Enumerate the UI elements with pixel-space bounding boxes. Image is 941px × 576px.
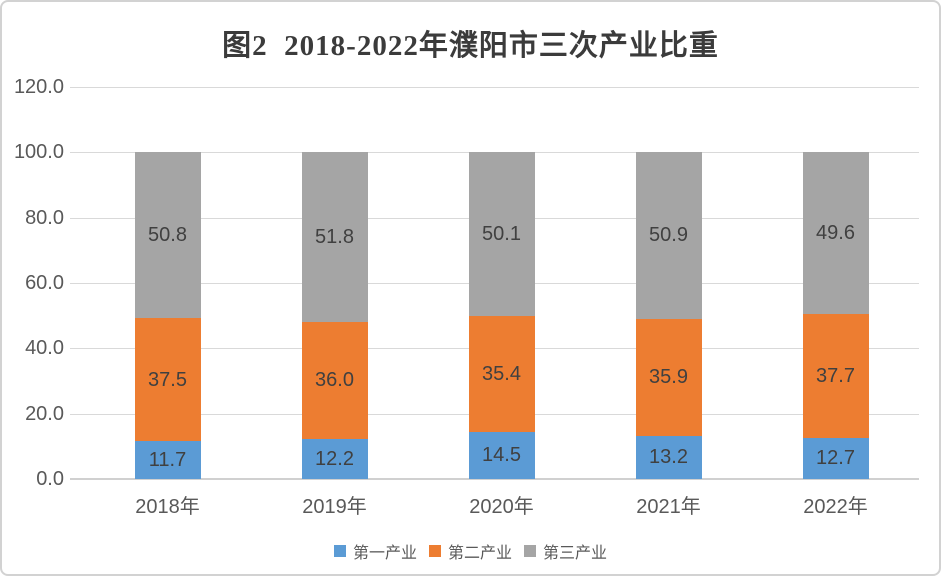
data-label: 13.2 — [649, 446, 688, 469]
y-tick-label: 80.0 — [25, 206, 64, 229]
data-label: 50.1 — [482, 223, 521, 246]
data-label: 49.6 — [816, 222, 855, 245]
data-label: 50.8 — [148, 224, 187, 247]
y-tick-label: 40.0 — [25, 337, 64, 360]
legend-label: 第三产业 — [543, 545, 608, 562]
y-tick-label: 20.0 — [25, 402, 64, 425]
segment-第三产业: 50.9 — [635, 152, 702, 319]
x-tick-label: 2022年 — [803, 496, 868, 518]
legend-item-第二产业: 第二产业 — [428, 539, 512, 563]
data-label: 12.7 — [816, 447, 855, 470]
segment-第三产业: 50.8 — [134, 152, 201, 319]
legend: 第一产业 第二产业 第三产业 — [2, 539, 939, 563]
legend-label: 第二产业 — [447, 545, 512, 562]
x-axis-line — [70, 478, 919, 480]
bar-2021年: 13.2 35.9 50.9 — [635, 87, 702, 479]
data-label: 51.8 — [315, 225, 354, 248]
x-tick-label: 2018年 — [135, 496, 200, 518]
legend-swatch-icon — [524, 545, 536, 557]
chart-title: 图2 2018-2022年濮阳市三次产业比重 — [222, 30, 719, 62]
segment-第一产业: 13.2 — [635, 435, 702, 479]
segment-第二产业: 35.4 — [468, 316, 535, 432]
legend-item-第三产业: 第三产业 — [524, 539, 607, 563]
x-axis: 2018年 2019年 2020年 2021年 2022年 — [84, 490, 919, 518]
segment-第三产业: 49.6 — [802, 152, 869, 315]
segment-第三产业: 51.8 — [301, 152, 368, 322]
bar-2020年: 14.5 35.4 50.1 — [468, 87, 535, 479]
data-label: 37.7 — [816, 364, 855, 387]
data-label: 14.5 — [482, 444, 521, 467]
legend-label: 第一产业 — [352, 545, 417, 562]
data-label: 50.9 — [649, 224, 688, 247]
bars-area: 11.7 37.5 50.8 12.2 36.0 51.8 14.5 35.4 50.1 13.2… — [84, 87, 919, 479]
gridline — [70, 87, 919, 88]
data-label: 36.0 — [315, 369, 354, 392]
y-tick-label: 100.0 — [13, 141, 64, 164]
legend-item-第一产业: 第一产业 — [333, 539, 417, 563]
segment-第二产业: 37.7 — [802, 314, 869, 438]
segment-第一产业: 14.5 — [468, 431, 535, 479]
plot-area: 11.7 37.5 50.8 12.2 36.0 51.8 14.5 35.4 50.1 13.2… — [70, 87, 919, 480]
segment-第一产业: 12.7 — [802, 437, 869, 479]
y-tick-label: 120.0 — [13, 76, 64, 98]
data-label: 11.7 — [148, 448, 187, 471]
segment-第一产业: 12.2 — [301, 439, 368, 479]
segment-第一产业: 11.7 — [134, 440, 201, 479]
legend-swatch-icon — [333, 545, 346, 557]
bar-2018年: 11.7 37.5 50.8 — [134, 87, 201, 479]
legend-swatch-icon — [428, 545, 441, 557]
data-label: 35.9 — [649, 366, 688, 389]
data-label: 37.5 — [148, 368, 187, 391]
x-tick-label: 2019年 — [302, 496, 367, 518]
y-tick-label: 60.0 — [25, 272, 64, 294]
y-tick-label: 0.0 — [36, 468, 64, 490]
data-label: 35.4 — [482, 362, 521, 385]
bar-2019年: 12.2 36.0 51.8 — [301, 87, 368, 479]
segment-第二产业: 36.0 — [301, 321, 368, 440]
segment-第二产业: 37.5 — [134, 318, 201, 441]
x-tick-label: 2020年 — [469, 496, 534, 518]
y-axis: 0.0 20.0 40.0 60.0 80.0 100.0 120.0 — [2, 77, 64, 489]
x-tick-label: 2021年 — [636, 496, 701, 518]
bar-2022年: 12.7 37.7 49.6 — [802, 87, 869, 479]
segment-第二产业: 35.9 — [635, 318, 702, 436]
data-label: 12.2 — [315, 448, 354, 471]
segment-第三产业: 50.1 — [468, 152, 535, 316]
